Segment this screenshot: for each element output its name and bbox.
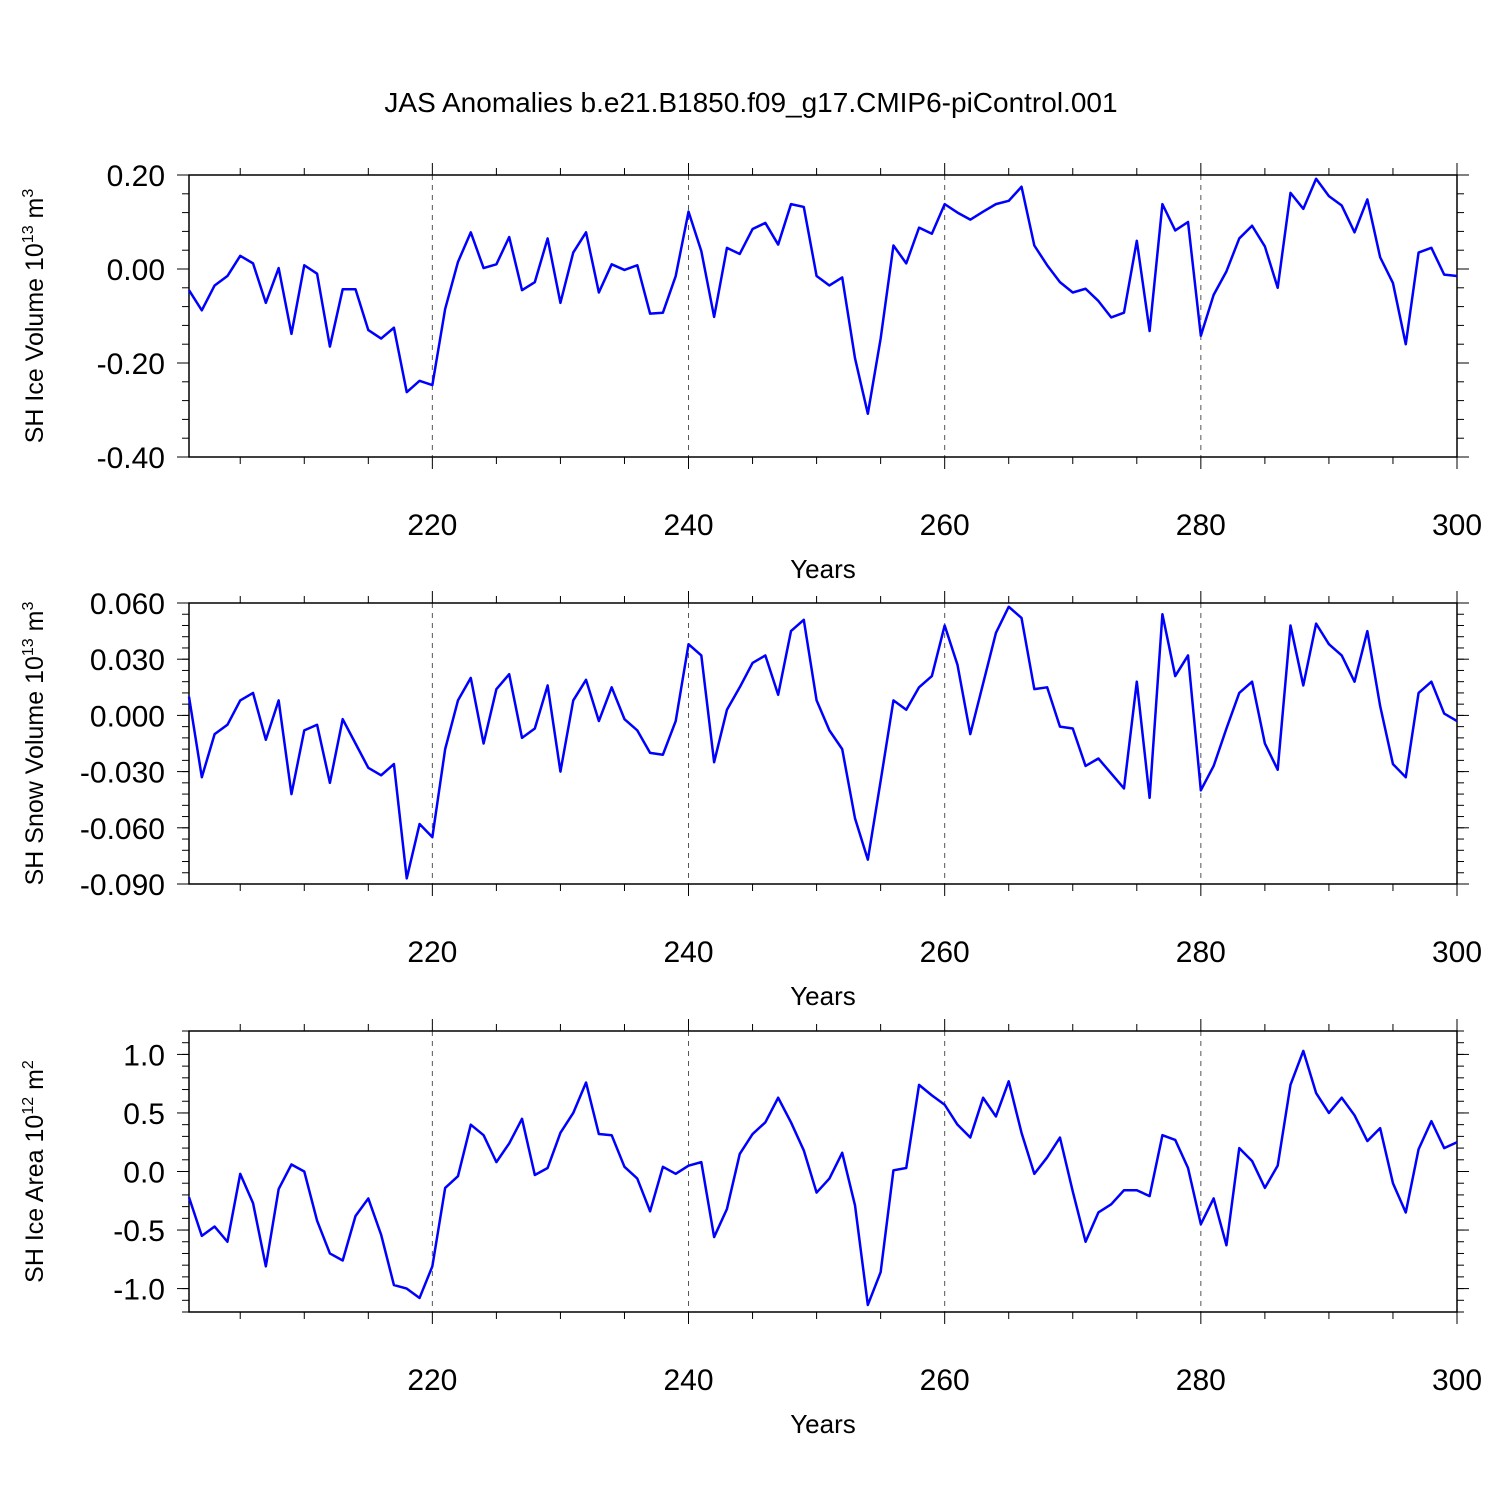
y-axis-label-unit-exponent: 2 xyxy=(20,1060,37,1069)
series-line xyxy=(187,1049,1458,1307)
y-axis-label-unit: m xyxy=(21,611,49,639)
y-tick-label: -0.060 xyxy=(80,813,165,846)
y-axis-label: SH Ice Volume 1013 m3 xyxy=(20,189,49,444)
y-axis-label: SH Ice Area 1012 m2 xyxy=(20,1060,49,1283)
y-axis-label-unit-exponent: 3 xyxy=(20,602,37,611)
plot-frame xyxy=(188,602,1458,885)
y-axis-label-exponent: 12 xyxy=(20,1097,37,1115)
y-axis-label-unit: m xyxy=(21,198,49,226)
y-tick-label: -0.5 xyxy=(113,1215,165,1248)
y-tick-label: -0.40 xyxy=(97,442,165,475)
y-axis-label-unit-exponent: 3 xyxy=(20,189,37,198)
plot-frame xyxy=(188,174,1458,458)
y-tick-label: -0.20 xyxy=(97,348,165,381)
panel-snow-volume: 220 240 260 280 300 -0.090 -0.060 -0.030 0.000 0.… xyxy=(20,588,1482,1011)
y-tick-label: 0.5 xyxy=(123,1098,165,1131)
y-tick-label: -0.030 xyxy=(80,757,165,790)
y-tick-label: 0.000 xyxy=(90,700,165,733)
x-tick-label: 280 xyxy=(1176,509,1226,542)
x-tick-label: 260 xyxy=(920,509,970,542)
x-tick-label: 260 xyxy=(920,1364,970,1397)
y-tick-label: 0.060 xyxy=(90,588,165,621)
y-axis-label-text: SH Ice Area 10 xyxy=(21,1115,49,1283)
x-tick-label: 300 xyxy=(1432,509,1482,542)
x-axis-label: Years xyxy=(790,554,856,584)
x-tick-label: 240 xyxy=(663,936,713,969)
y-tick-label: 0.00 xyxy=(107,254,165,287)
y-tick-label: 0.20 xyxy=(107,160,165,193)
x-tick-label: 220 xyxy=(407,1364,457,1397)
y-axis-label-exponent: 13 xyxy=(20,638,37,656)
series-line xyxy=(187,177,1458,416)
y-tick-label: -0.090 xyxy=(80,869,165,902)
x-axis-label: Years xyxy=(790,981,856,1011)
x-tick-label: 280 xyxy=(1176,1364,1226,1397)
y-axis-label-exponent: 13 xyxy=(20,225,37,243)
y-axis-label-unit: m xyxy=(21,1069,49,1097)
series-line xyxy=(187,605,1458,880)
x-tick-label: 280 xyxy=(1176,936,1226,969)
figure-title: JAS Anomalies b.e21.B1850.f09_g17.CMIP6-… xyxy=(384,87,1117,118)
x-tick-label: 300 xyxy=(1432,1364,1482,1397)
x-tick-label: 240 xyxy=(663,1364,713,1397)
y-tick-label: 0.0 xyxy=(123,1157,165,1190)
x-tick-label: 220 xyxy=(407,509,457,542)
x-tick-label: 300 xyxy=(1432,936,1482,969)
y-axis-label-text: SH Ice Volume 10 xyxy=(21,243,49,443)
x-tick-label: 260 xyxy=(920,936,970,969)
y-tick-label: -1.0 xyxy=(113,1274,165,1307)
panel-ice-area: 220 240 260 280 300 -1.0 -0.5 0.0 0.5 1.0 Years SH … xyxy=(20,1019,1482,1439)
y-axis-label-text: SH Snow Volume 10 xyxy=(21,656,49,885)
y-tick-label: 0.030 xyxy=(90,644,165,677)
y-tick-label: 1.0 xyxy=(123,1039,165,1072)
panel-ice-volume: 220 240 260 280 300 -0.40 -0.20 0.00 0.20 Years SH… xyxy=(20,160,1482,584)
x-tick-label: 240 xyxy=(663,509,713,542)
plot-frame xyxy=(188,1030,1458,1313)
x-tick-label: 220 xyxy=(407,936,457,969)
y-axis-label: SH Snow Volume 1013 m3 xyxy=(20,602,49,886)
x-axis-label: Years xyxy=(790,1409,856,1439)
